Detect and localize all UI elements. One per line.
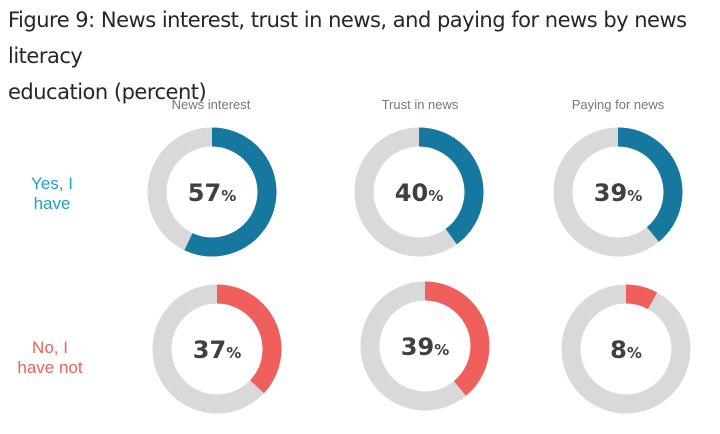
donut-value-yes-trust-in-news: 40% bbox=[395, 179, 443, 207]
row-label-no-line-2: have not bbox=[17, 358, 83, 377]
donut-value-yes-news-interest: 57% bbox=[188, 179, 236, 207]
donut-value-yes-paying-for-news: 39% bbox=[594, 179, 642, 207]
donut-no-trust-in-news: 39% bbox=[360, 281, 490, 411]
column-label-news-interest: News interest bbox=[171, 97, 251, 112]
donut-value-no-trust-in-news: 39% bbox=[401, 333, 449, 361]
donut-arc-yes-paying-for-news bbox=[553, 127, 683, 257]
donut-yes-news-interest: 57% bbox=[147, 127, 277, 257]
donut-value-no-paying-for-news: 8% bbox=[610, 336, 642, 364]
donut-arc-no-trust-in-news bbox=[360, 281, 490, 411]
donut-arc-no-paying-for-news bbox=[561, 284, 691, 414]
row-label-yes: Yes, I have bbox=[2, 174, 102, 214]
donut-arc-yes-trust-in-news bbox=[354, 127, 484, 257]
donut-arc-no-news-interest bbox=[152, 284, 282, 414]
chart-title-line-2: education (percent) bbox=[8, 80, 207, 104]
column-label-trust-in-news: Trust in news bbox=[381, 97, 459, 112]
donut-yes-trust-in-news: 40% bbox=[354, 127, 484, 257]
donut-yes-paying-for-news: 39% bbox=[553, 127, 683, 257]
donut-value-no-news-interest: 37% bbox=[193, 336, 241, 364]
row-label-yes-line-2: have bbox=[33, 194, 71, 213]
column-label-paying-for-news: Paying for news bbox=[571, 97, 665, 112]
donut-arc-yes-news-interest bbox=[147, 127, 277, 257]
chart-title-line-1: Figure 9: News interest, trust in news, … bbox=[8, 8, 687, 68]
chart-title: Figure 9: News interest, trust in news, … bbox=[8, 2, 714, 110]
row-label-no-line-1: No, I bbox=[32, 338, 68, 357]
row-label-yes-line-1: Yes, I bbox=[31, 174, 73, 193]
donut-no-paying-for-news: 8% bbox=[561, 284, 691, 414]
row-label-no: No, I have not bbox=[0, 338, 100, 378]
donut-no-news-interest: 37% bbox=[152, 284, 282, 414]
